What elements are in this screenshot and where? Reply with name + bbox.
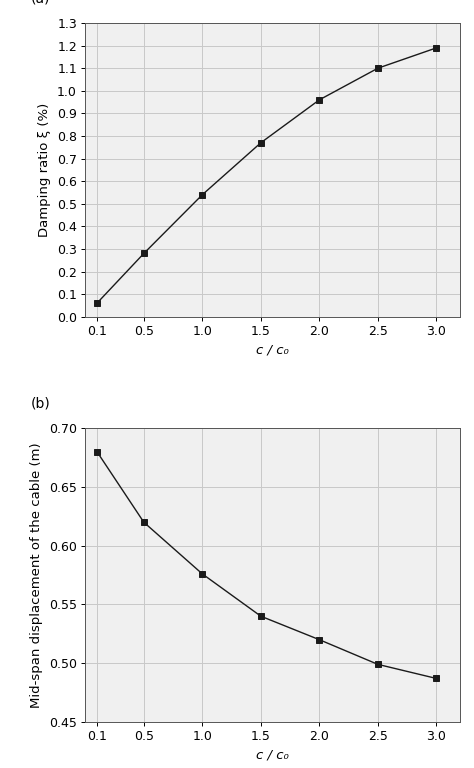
X-axis label: c / c₀: c / c₀ [256, 749, 289, 762]
Y-axis label: Damping ratio ξ (%): Damping ratio ξ (%) [38, 103, 52, 237]
Text: (a): (a) [31, 0, 51, 5]
Y-axis label: Mid-span displacement of the cable (m): Mid-span displacement of the cable (m) [30, 442, 44, 708]
X-axis label: c / c₀: c / c₀ [256, 343, 289, 356]
Text: (b): (b) [31, 396, 51, 411]
